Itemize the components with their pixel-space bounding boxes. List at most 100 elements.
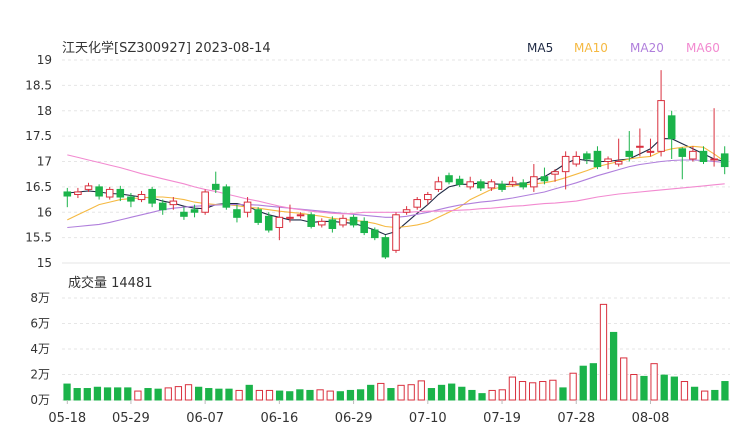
volume-bar: [73, 388, 81, 401]
volume-bar: [498, 389, 506, 401]
volume-bar: [630, 374, 638, 401]
candle-body: [190, 209, 199, 213]
price-y-tick: 16.5: [25, 180, 52, 194]
volume-bar: [83, 388, 91, 401]
candle: [402, 206, 411, 215]
candle: [137, 190, 146, 203]
candle: [720, 146, 729, 175]
x-tick-label: 06-29: [335, 411, 373, 426]
volume-bar: [367, 384, 375, 401]
volume-bar: [124, 387, 132, 401]
volume-bar: [690, 386, 699, 401]
candle-body: [296, 214, 305, 217]
candle: [307, 212, 315, 229]
candle: [625, 131, 634, 162]
candle-body: [84, 185, 93, 190]
candle: [169, 197, 178, 210]
volume-bar: [114, 387, 122, 401]
candle: [413, 197, 421, 210]
candle: [63, 187, 72, 208]
candle: [381, 235, 390, 259]
candle-body: [211, 183, 220, 190]
volume-bar: [306, 389, 314, 401]
volume-bar: [286, 391, 294, 401]
candle-body: [307, 214, 315, 227]
volume-title: 成交量 14481: [68, 275, 153, 291]
candle-body: [127, 196, 135, 202]
volume-bar: [599, 303, 608, 401]
candle: [593, 146, 602, 170]
volume-bar: [518, 381, 527, 401]
candle-body: [371, 229, 379, 239]
candle: [95, 184, 103, 200]
volume-bar: [478, 393, 486, 401]
candle-body: [530, 176, 538, 188]
candle-body: [63, 191, 72, 197]
volume-bar: [93, 386, 102, 401]
candle-body: [455, 178, 464, 185]
candle-body: [689, 150, 697, 160]
candle: [84, 182, 93, 192]
candle-body: [498, 183, 506, 190]
price-y-tick: 18: [37, 104, 52, 118]
volume-bar: [174, 386, 183, 401]
candle: [530, 164, 538, 192]
candle-body: [466, 181, 475, 188]
x-tick-label: 05-29: [112, 411, 150, 426]
volume-bar: [144, 388, 152, 401]
volume-bar: [448, 383, 456, 401]
volume-bar: [103, 387, 112, 401]
volume-bar: [164, 387, 172, 401]
volume-bar: [508, 376, 517, 401]
volume-bar: [407, 384, 415, 401]
volume-bar: [336, 391, 344, 401]
volume-bar: [397, 384, 405, 401]
candle: [158, 199, 167, 215]
candle: [339, 214, 347, 228]
candle-body: [519, 182, 528, 188]
candle-body: [625, 150, 634, 157]
price-y-tick: 18.5: [25, 78, 52, 92]
candle-body: [286, 216, 294, 219]
candle-body: [180, 211, 188, 217]
candle-body: [137, 193, 146, 201]
candle-body: [540, 176, 549, 182]
price-y-tick: 16: [37, 205, 52, 219]
candle: [551, 169, 559, 182]
volume-bar: [589, 363, 598, 401]
candle-body: [360, 220, 368, 234]
candle: [211, 171, 220, 193]
candle: [561, 151, 570, 190]
candle: [572, 151, 581, 167]
candle-body: [583, 153, 591, 160]
candle: [477, 179, 485, 191]
volume-y-tick: 0万: [30, 393, 50, 407]
candle: [667, 110, 676, 159]
candle: [328, 216, 337, 233]
candle-body: [254, 209, 262, 223]
volume-y-tick: 6万: [30, 317, 50, 331]
volume-bar: [316, 389, 324, 401]
candle-body: [158, 202, 167, 211]
candle-body: [116, 188, 125, 198]
volume-bar: [377, 382, 385, 401]
candle: [105, 186, 114, 200]
candle-body: [720, 153, 729, 168]
volume-bar: [528, 382, 537, 401]
candle: [371, 227, 379, 241]
candle: [222, 184, 231, 210]
volume-bar: [609, 331, 618, 401]
candle: [148, 186, 156, 208]
candle-body: [678, 148, 687, 157]
candle: [699, 146, 708, 165]
price-y-tick: 17.5: [25, 129, 52, 143]
volume-bar: [569, 372, 577, 401]
candle: [678, 147, 687, 180]
candle: [349, 214, 358, 228]
volume-bar: [650, 363, 658, 401]
volume-y-tick: 4万: [30, 342, 50, 356]
volume-bar: [255, 389, 264, 401]
candle-body: [148, 188, 156, 204]
candle-body: [233, 209, 241, 218]
volume-bar: [640, 375, 648, 401]
